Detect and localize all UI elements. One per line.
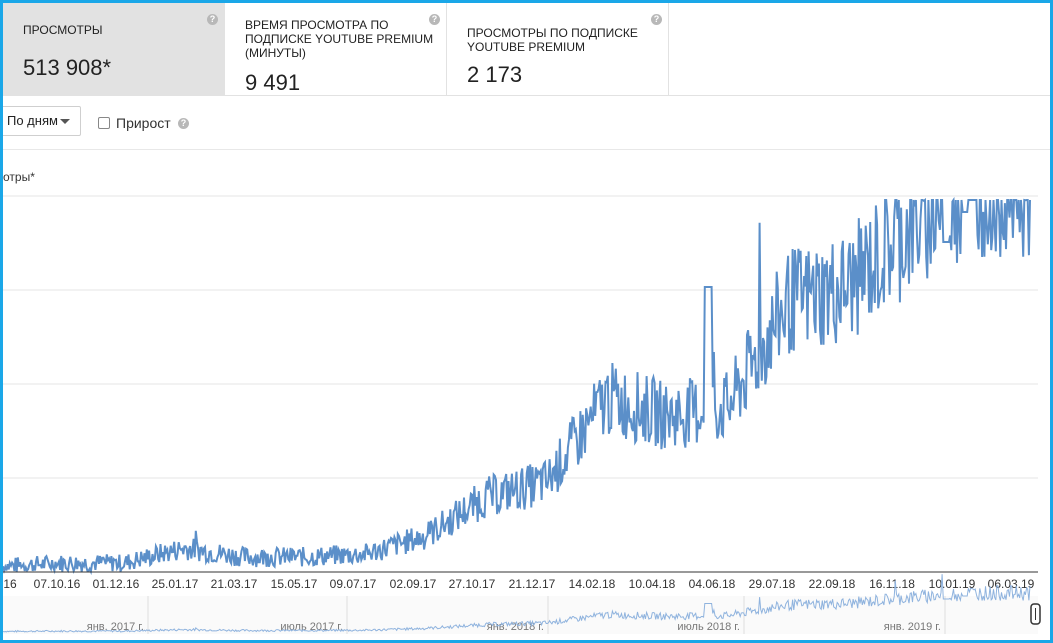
metric-title-premium-views: ПРОСМОТРЫ ПО ПОДПИСКЕ YOUTUBE PREMIUM [467, 26, 638, 54]
x-tick-label: 06.03.19 [988, 577, 1035, 591]
navigator-tick-label: янв. 2019 г. [884, 621, 941, 633]
x-tick-label: 22.09.18 [809, 577, 856, 591]
navigator-background [3, 596, 1038, 634]
x-tick-label: 25.01.17 [152, 577, 199, 591]
x-tick-label: 29.07.18 [749, 577, 796, 591]
x-tick-label: 15.05.17 [271, 577, 318, 591]
metric-cards: ПРОСМОТРЫ 513 908* ? ВРЕМЯ ПРОСМОТРА ПО … [3, 3, 1050, 96]
metric-card-premium-watch-time[interactable]: ВРЕМЯ ПРОСМОТРА ПО ПОДПИСКЕ YOUTUBE PREM… [225, 3, 447, 95]
x-tick-label: 21.12.17 [509, 577, 556, 591]
x-tick-label: 04.06.18 [689, 577, 736, 591]
x-tick-label: 14.02.18 [569, 577, 616, 591]
views-series-line [2, 196, 1031, 576]
x-tick-label: 02.09.17 [390, 577, 437, 591]
help-icon[interactable]: ? [207, 14, 218, 25]
chart-toolbar: По дням Прирост ? [3, 96, 1050, 150]
x-tick-label: 21.03.17 [211, 577, 258, 591]
help-icon[interactable]: ? [429, 14, 440, 25]
chart-gridlines [3, 195, 1038, 479]
metric-title-premium-watch-time: ВРЕМЯ ПРОСМОТРА ПО ПОДПИСКЕ YOUTUBE PREM… [245, 18, 434, 60]
help-icon[interactable]: ? [651, 14, 662, 25]
help-icon[interactable]: ? [178, 118, 189, 129]
x-tick-label: 07.10.16 [34, 577, 81, 591]
metric-card-views[interactable]: ПРОСМОТРЫ 513 908* ? [3, 3, 225, 95]
metric-title-views: ПРОСМОТРЫ [23, 23, 103, 37]
navigator-tick-label: июль 2018 г. [677, 621, 740, 633]
granularity-dropdown[interactable]: По дням [3, 106, 81, 136]
x-tick-label: 09.07.17 [330, 577, 377, 591]
y-axis-label: отры* [3, 170, 35, 184]
granularity-label: По дням [7, 113, 58, 128]
metric-value-premium-watch-time: 9 491 [245, 70, 301, 95]
navigator-series-line [2, 574, 1031, 633]
growth-checkbox[interactable] [98, 117, 110, 129]
x-axis-ticks: 16 07.10.16 01.12.16 25.01.17 21.03.17 15.05.… [3, 577, 1034, 591]
x-tick-label: 16 [3, 577, 17, 591]
x-tick-label: 10.01.19 [929, 577, 976, 591]
range-navigator: янв. 2017 г. июль 2017 г. янв. 2018 г. июль… [2, 574, 1041, 634]
metric-value-premium-views: 2 173 [467, 62, 523, 87]
x-tick-label: 01.12.16 [93, 577, 140, 591]
x-tick-label: 16.11.18 [869, 577, 915, 591]
x-tick-label: 10.04.18 [629, 577, 676, 591]
metric-value-views: 513 908* [23, 55, 112, 80]
chevron-down-icon [60, 119, 70, 124]
growth-label: Прирост [116, 115, 171, 131]
metric-card-premium-views[interactable]: ПРОСМОТРЫ ПО ПОДПИСКЕ YOUTUBE PREMIUM 2 … [447, 3, 669, 95]
x-tick-label: 27.10.17 [449, 577, 496, 591]
navigator-tick-label: янв. 2017 г. [87, 621, 144, 633]
